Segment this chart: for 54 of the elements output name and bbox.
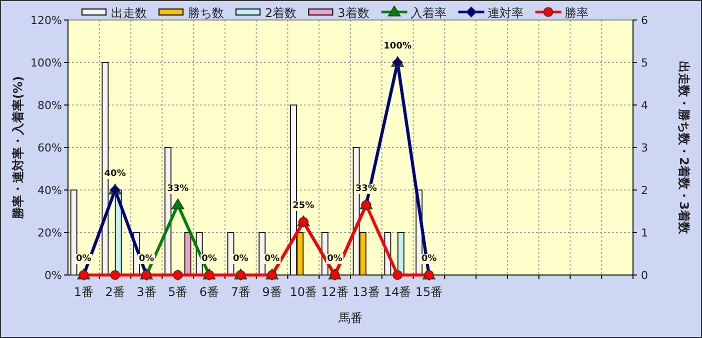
data-label: 0% <box>138 254 154 264</box>
y-tick-label: 120% <box>30 14 62 27</box>
x-tick-label: 9番 <box>262 285 282 299</box>
y-tick-label: 40% <box>38 184 62 197</box>
x-tick-label: 15番 <box>415 285 443 299</box>
y2-tick-label: 6 <box>641 14 648 27</box>
y-axis-title: 勝率・連対率・入着率(%) <box>11 76 25 220</box>
legend-label: 勝ち数 <box>188 6 224 20</box>
y2-tick-label: 2 <box>641 184 648 197</box>
legend-label: 3着数 <box>338 6 370 20</box>
bar <box>70 190 78 276</box>
point <box>110 270 120 280</box>
bar <box>184 232 192 276</box>
y-tick-label: 20% <box>38 226 62 240</box>
bar <box>397 232 404 276</box>
data-label: 40% <box>104 169 126 179</box>
data-label: 33% <box>167 184 189 194</box>
y-tick-label: 0% <box>44 269 62 282</box>
data-label: 33% <box>355 184 377 194</box>
x-tick-label: 7番 <box>230 285 250 299</box>
x-tick-label: 13番 <box>352 285 380 299</box>
y-tick-label: 60% <box>38 142 62 154</box>
legend-label: 入着率 <box>410 6 446 20</box>
data-label: 100% <box>384 42 412 52</box>
legend-label: 2着数 <box>265 6 297 20</box>
x-tick-label: 3番 <box>136 285 156 299</box>
legend-label: 連対率 <box>487 6 524 20</box>
data-label: 0% <box>202 254 217 264</box>
y2-axis-title: 出走数・勝ち数・2着数・3着数 <box>677 61 691 235</box>
x-tick-label: 2番 <box>105 285 125 299</box>
x-axis-title: 馬番 <box>338 311 362 325</box>
legend-label: 勝率 <box>564 6 588 20</box>
y2-tick-label: 3 <box>641 142 648 154</box>
data-label: 0% <box>264 254 280 264</box>
data-label: 0% <box>233 254 248 264</box>
x-tick-label: 12番 <box>321 285 348 299</box>
x-tick-label: 5番 <box>168 285 188 299</box>
x-tick-label: 10番 <box>290 285 318 299</box>
data-label: 0% <box>327 254 342 264</box>
point <box>171 198 184 210</box>
y2-tick-label: 1 <box>641 226 648 240</box>
y2-tick-label: 4 <box>641 99 648 112</box>
data-label: 0% <box>421 254 437 264</box>
x-tick-label: 1番 <box>74 285 94 299</box>
y2-tick-label: 5 <box>641 56 648 70</box>
legend-label: 出走数 <box>111 6 147 20</box>
x-tick-label: 14番 <box>384 285 412 299</box>
y-tick-label: 100% <box>30 56 62 70</box>
point <box>392 270 402 280</box>
data-label: 25% <box>292 200 314 211</box>
data-label: 0% <box>76 254 92 264</box>
y-tick-label: 80% <box>38 99 62 112</box>
x-tick-label: 6番 <box>199 285 220 299</box>
y2-tick-label: 0 <box>641 269 648 282</box>
